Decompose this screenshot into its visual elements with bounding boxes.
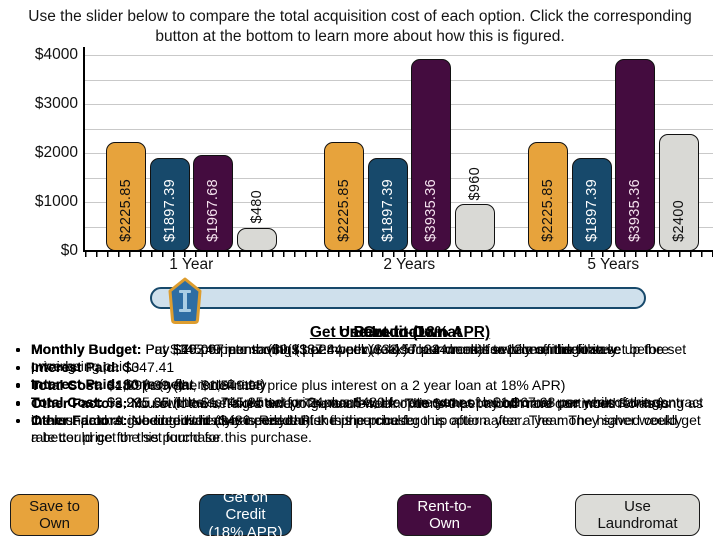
detail-bullet: Total Cost: $480 per year, indefinitely [31,377,710,394]
bar-value-label: $1897.39 [379,179,396,242]
detail-bullet: Interest Paid: $347.41 [31,359,710,376]
detail-bullet: Other Factors: No credit check is needed… [31,412,710,446]
bar-value-label: $1897.39 [161,179,178,242]
detail-bullet: Monthly Budget: Pay $79.06 per month ($1… [31,341,710,358]
gridline-4000 [85,55,713,57]
y-tick-label: $3000 [34,95,78,113]
detail-bullet: Other Factors: You own the set right awa… [31,395,710,429]
bar-get-on-credit-18-apr--2-years: $1897.39 [367,158,408,251]
bar-get-on-credit-18-apr--5-years: $1897.39 [571,158,612,251]
detail-bullet: Monthly Budget: Pay $40 per month ($9.23… [31,341,710,358]
detail-layer-use-laundromat: Monthly Budget: Pay $40 per month ($9.23… [14,341,710,430]
bar-value-label: $2400 [670,200,687,242]
bar-save-to-own-2-years: $2225.85 [324,142,364,251]
detail-layer-rent-to-own: Monthly Budget: Pay $163.97 per month ($… [14,341,710,447]
detail-layer-get-on-credit: Monthly Budget: Pay $79.06 per month ($1… [14,341,710,430]
gridline-3500 [85,79,713,81]
detail-bullet: Monthly Budget: Put $145.49 into savings… [31,341,710,375]
x-axis-ticks [85,252,713,257]
gridline-3000 [85,104,713,106]
y-tick-label: $0 [60,242,78,259]
cost-bar-chart: $0 $1000 $2000 $3000 $4000 $2225.85 $1897.39 $… [34,46,713,273]
bar-rent-to-own-1-year: $1967.68 [193,154,233,251]
bar-value-label: $1897.39 [583,179,600,242]
x-category-label: 1 Year [169,256,214,273]
slider-handle-icon [168,277,202,324]
option-heading: Use Laundromat [338,324,462,341]
get-on-credit-button[interactable]: Get on Credit (18% APR) [199,489,292,540]
instructions-line-1: Use the slider below to compare the tota… [28,8,692,25]
bar-value-label: $3935.36 [423,179,439,242]
x-category-label: 5 Years [587,256,640,273]
y-tick-label: $4000 [34,46,78,64]
detail-layer-save-to-own: Monthly Budget: Put $145.49 into savings… [14,341,710,447]
option-heading: Rent-to-Own [353,324,447,341]
gridline-2500 [85,128,713,130]
detail-bullet: Interest Paid: $0 [31,359,710,376]
detail-bullet: Other Factors: Need to wait a year. Risk… [31,412,710,446]
bar-use-laundromat-2-years: $960 [454,167,495,251]
detail-bullet: Interest Paid: none (a flat rental rate) [31,376,710,393]
bar-get-on-credit-18-apr--1-year: $1897.39 [149,158,190,251]
bar-rent-to-own-5-years: $3935.36 [615,58,655,251]
bar-value-label: $480 [248,190,265,224]
bar-use-laundromat-1-year: $480 [236,190,277,251]
instructions-line-2: button at the bottom to learn more about… [155,27,565,45]
bar-value-label: $3935.36 [627,179,643,242]
y-tick-label: $2000 [34,144,78,162]
option-heading: Get on Credit (18% APR) [309,324,491,341]
y-axis-line [83,47,85,252]
detail-bullet: Total Cost: $1,897.39 (the $1,549.98 pri… [31,377,710,394]
bar-save-to-own-1-year: $2225.85 [106,142,146,251]
instructions-text: Use the slider below to compare the tota… [10,7,710,47]
save-to-own-button[interactable]: Save to Own [10,494,99,536]
detail-bullet: Total Cost: $2,225.85 (the $1,745.85 set… [31,394,710,411]
detail-bullet: Other Factors: No set to own. Takes time… [31,395,710,429]
detail-bullet: Interest Paid: $0 (none) [31,376,710,393]
option-heading: Save to Own [353,324,447,341]
bar-value-label: $2225.85 [118,179,134,242]
timeline-slider-handle[interactable] [166,277,204,325]
bar-value-label: $2225.85 [540,179,556,242]
x-category-label: 2 Years [383,256,436,273]
rent-to-own-button[interactable]: Rent-to-Own [397,494,492,536]
bar-rent-to-own-2-years: $3935.36 [411,58,451,251]
use-laundromat-button[interactable]: Use Laundromat [575,494,700,536]
i-beam-cursor-icon [179,290,191,312]
bar-value-label: $960 [466,166,483,201]
bar-use-laundromat-5-years: $2400 [658,133,699,251]
bar-value-label: $1967.68 [205,179,221,242]
bar-value-label: $2225.85 [336,179,352,242]
y-tick-label: $1000 [34,193,78,211]
timeline-slider-track[interactable] [150,287,646,309]
detail-bullet: Monthly Budget: Pay $163.97 per month ($… [31,341,710,375]
bar-save-to-own-5-years: $2225.85 [528,142,568,251]
gridline-2000 [85,153,713,155]
detail-bullet: Total Cost: $3,935.36 if the set is rent… [31,394,710,411]
x-axis-line [83,250,713,252]
